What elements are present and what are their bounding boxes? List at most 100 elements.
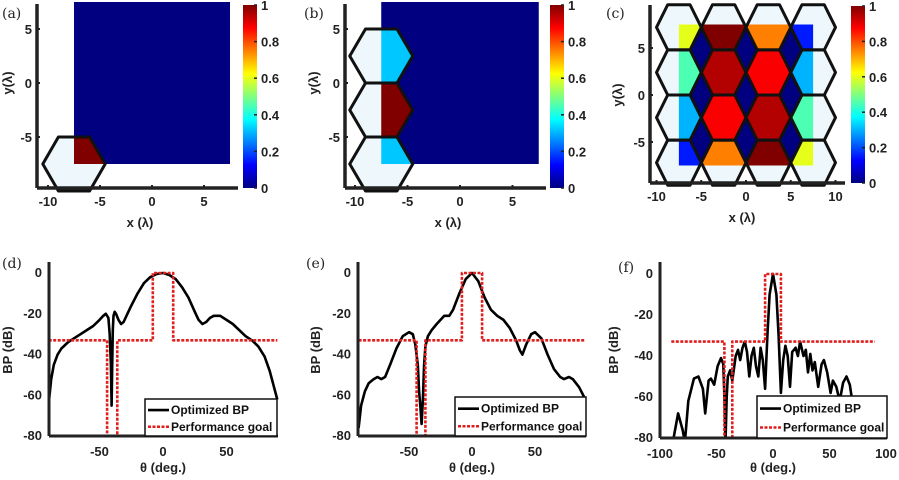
x-tick-label: -50 [400,444,419,459]
x-tick-label: 5 [200,194,207,209]
x-axis-label: θ (deg.) [750,460,796,475]
y-axis-label: BP (dB) [308,326,323,373]
x-tick-label: -5 [695,189,707,204]
x-tick-label: -10 [39,194,58,209]
hex-cell-3 [790,24,814,50]
y-tick-label: -20 [23,306,42,321]
x-tick-label: -5 [94,194,106,209]
colorbar-tick-label: 0.2 [261,144,279,159]
hex-cell-0 [74,137,106,164]
hex-cell-0 [678,24,702,50]
colorbar-tick-label: 0.4 [261,108,280,123]
x-tick-label: 0 [159,444,166,459]
optimized-bp-line [358,271,587,429]
panel-label: (c) [606,6,625,22]
x-tick-label: -10 [647,189,666,204]
legend-box [756,395,888,439]
performance-goal-line [358,271,586,436]
hex-cell-13 [701,140,746,166]
colorbar-tick-label: 0.2 [869,141,887,156]
legend-label: Optimized BP [171,403,249,417]
x-tick-label: 5 [509,194,516,209]
x-tick-label: 10 [828,189,842,204]
y-tick-label: -60 [332,387,351,402]
y-tick-label: 0 [333,76,340,91]
legend-label: Optimized BP [481,402,559,416]
x-tick-label: 0 [148,194,155,209]
heatmap-background [381,2,539,164]
x-tick-label: 50 [822,446,836,461]
colorbar-tick-label: 0 [869,176,876,191]
y-tick-label: -40 [634,348,653,363]
x-axis-label: θ (deg.) [449,460,495,475]
colorbar [851,6,865,183]
colorbar-tick-label: 1 [869,0,876,14]
hex-cell-14 [746,140,791,166]
y-tick-label: -20 [332,306,351,321]
panel-label: (b) [304,6,324,22]
legend-box [454,396,587,437]
hex-cell-2 [381,137,413,164]
colorbar-tick-label: 1 [261,0,268,13]
y-tick-label: 0 [646,266,653,281]
hex-cell-6 [746,49,791,95]
colorbar-tick-label: 0 [261,181,268,196]
y-tick-label: -5 [633,135,645,150]
heatmap-panel-a: -10 -5 0 5 5 0 -5 x (λ) y(λ) (a) 1 0.8 0.6 0.4 0.2 0 [0,0,280,230]
y-tick-label: -80 [23,428,42,443]
x-tick-label: 0 [456,194,463,209]
performance-goal-line [671,272,875,438]
legend: Optimized BP Performance goal [454,396,587,437]
y-axis-label: BP (dB) [606,326,621,373]
y-tick-label: 0 [25,76,32,91]
x-tick-label: -5 [402,194,414,209]
legend-label: Performance goal [481,419,582,433]
beam-pattern-panel-f: -100 -50 0 50 100 0 -20 -40 -60 -80 θ (deg.) BP (dB… [606,260,897,475]
hex-cell-2 [746,24,791,50]
heatmap-panel-c: -10 -5 0 5 10 5 0 -5 x (λ) y(λ) (c) 1 0.8 0.6 0.4 0.2 0 [606,0,888,225]
colorbar-tick-label: 0.8 [869,34,887,49]
y-tick-label: 0 [344,265,351,280]
legend-box [144,398,278,437]
x-tick-label: -100 [647,446,673,461]
heatmap-background [678,24,814,166]
x-axis-label: θ (deg.) [140,460,186,475]
x-tick-label: 0 [468,444,475,459]
colorbar-tick-label: 0.8 [261,35,279,50]
performance-goal-line [49,271,278,436]
y-tick-label: 5 [638,41,645,56]
colorbar-tick-label: 0.4 [869,105,888,120]
x-axis-label: x (λ) [729,210,756,225]
y-tick-label: 5 [25,22,32,37]
hex-cell-15 [790,140,814,166]
y-tick-label: -40 [332,347,351,362]
y-axis-label: BP (dB) [0,326,15,373]
y-tick-label: 0 [638,88,645,103]
hex-cell-outline [41,135,107,193]
legend-label: Performance goal [171,420,272,434]
colorbar-tick-label: 0 [568,181,575,196]
y-axis-label: y(λ) [0,71,15,94]
optimized-bp-line [672,272,858,438]
hex-cell-outline [348,135,415,193]
hex-cell-9 [701,95,746,141]
y-tick-label: 5 [333,22,340,37]
y-tick-label: -60 [23,387,42,402]
colorbar [550,5,564,188]
x-tick-label: -50 [90,444,109,459]
x-axis-label: x (λ) [435,215,462,230]
panel-label: (f) [618,260,634,276]
colorbar-tick-label: 0.6 [869,70,887,85]
x-tick-label: 0 [769,446,776,461]
x-tick-label: 50 [528,444,542,459]
y-axis-label: y(λ) [610,83,625,106]
x-tick-label: 5 [787,189,794,204]
colorbar-tick-label: 0.6 [568,71,586,86]
x-tick-label: -50 [707,446,726,461]
colorbar-tick-label: 0.2 [568,144,586,159]
y-tick-label: -80 [332,428,351,443]
colorbar-tick-label: 1 [568,0,575,13]
beam-pattern-panel-d: -50 0 50 0 -20 -40 -60 -80 θ (deg.) BP (dB) (d) Opt… [0,256,279,475]
hex-cell-12 [678,140,702,166]
